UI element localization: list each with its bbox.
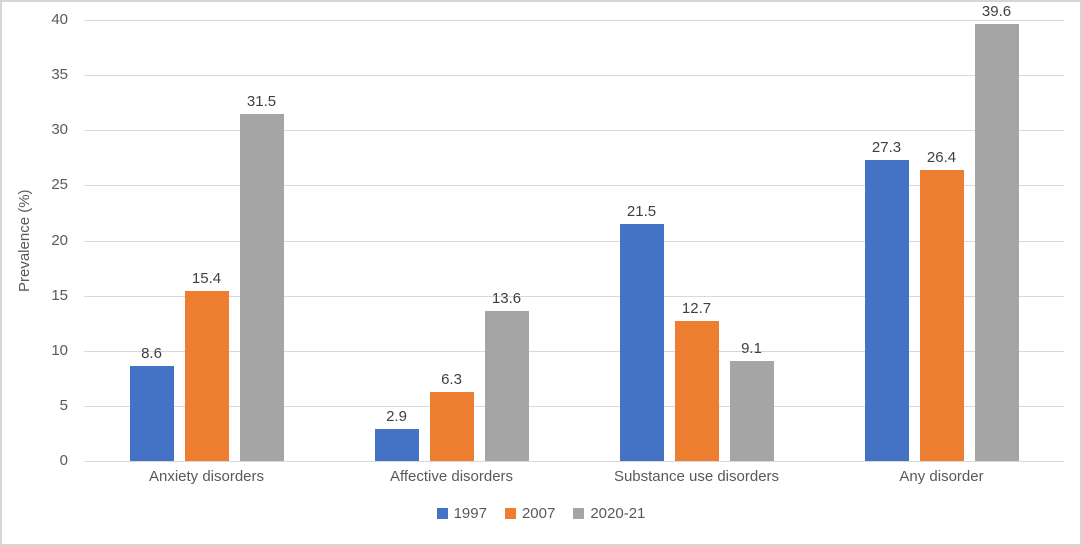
x-category-label: Substance use disorders (613, 468, 780, 485)
y-tick-label: 35 (51, 66, 68, 84)
bar-2007: 12.7 (674, 300, 719, 461)
legend-label: 2007 (521, 505, 556, 522)
bar-value-label: 39.6 (981, 3, 1012, 21)
bar-1997: 8.6 (129, 345, 174, 461)
x-category-label: Affective disorders (389, 468, 514, 485)
bar-value-label: 21.5 (626, 203, 657, 220)
legend-label: 2020-21 (590, 505, 646, 522)
y-tick-label: 0 (59, 452, 68, 469)
bar-value-label: 27.3 (871, 139, 902, 156)
bar-group: 8.6 15.4 31.5 (84, 20, 329, 461)
legend-item: 2007 (504, 505, 556, 522)
bar-2020-21: 9.1 (729, 340, 774, 461)
x-category-label: Any disorder (899, 468, 984, 485)
bar-value-label: 31.5 (246, 92, 277, 110)
bar-2020-21: 31.5 (239, 93, 284, 461)
bar-2007: 15.4 (184, 270, 229, 461)
gridline (84, 185, 1064, 187)
bar-value-label: 12.7 (681, 300, 712, 317)
gridline (84, 405, 1064, 407)
legend-swatch (504, 508, 516, 519)
y-tick-label: 15 (51, 286, 68, 304)
bar-1997: 2.9 (374, 408, 419, 461)
legend-swatch (436, 508, 448, 519)
bar-group: 21.5 12.7 9.1 (574, 20, 819, 461)
bar-value-label: 9.1 (741, 339, 762, 357)
x-axis: Anxiety disorders Affective disorders Subs… (84, 467, 1064, 487)
y-tick-label: 5 (59, 396, 68, 414)
legend: 1997 2007 2020-21 (2, 505, 1080, 522)
bar-2007: 26.4 (919, 149, 964, 461)
gridline (84, 130, 1064, 132)
legend-swatch (573, 508, 585, 519)
bar-groups: 8.6 15.4 31.5 2.9 6.3 13.6 21.5 12.7 9.1 27.3 26.4… (84, 3, 1064, 461)
bar-value-label: 6.3 (441, 370, 462, 388)
gridline (84, 20, 1064, 21)
y-tick-label: 30 (51, 121, 68, 139)
y-tick-label: 20 (51, 231, 68, 249)
bar-value-label: 8.6 (141, 345, 162, 363)
bar-2007: 6.3 (429, 371, 474, 461)
bar-2020-21: 39.6 (974, 3, 1019, 461)
bar-value-label: 15.4 (191, 270, 222, 288)
bar-1997: 27.3 (864, 139, 909, 461)
bar-1997: 21.5 (619, 203, 664, 461)
gridline (84, 461, 1064, 462)
y-axis: 0 5 10 15 20 25 30 35 40 (2, 11, 68, 469)
gridline (84, 240, 1064, 242)
legend-item: 2020-21 (573, 505, 645, 522)
legend-label: 1997 (453, 505, 487, 522)
gridline (84, 75, 1064, 77)
bar-group: 27.3 26.4 39.6 (819, 3, 1064, 461)
legend-item: 1997 (436, 505, 487, 522)
y-tick-label: 25 (51, 176, 68, 194)
y-tick-label: 40 (51, 11, 68, 28)
gridline (84, 350, 1064, 352)
gridline (84, 295, 1064, 297)
bar-2020-21: 13.6 (484, 290, 529, 461)
x-category-label: Anxiety disorders (148, 468, 265, 485)
bar-value-label: 26.4 (926, 148, 957, 166)
bar-group: 2.9 6.3 13.6 (329, 20, 574, 461)
y-tick-label: 10 (51, 341, 68, 359)
plot-area: 8.6 15.4 31.5 2.9 6.3 13.6 21.5 12.7 9.1 27.3 26.4… (84, 3, 1064, 462)
bar-value-label: 13.6 (491, 290, 522, 308)
bar-value-label: 2.9 (386, 408, 407, 425)
